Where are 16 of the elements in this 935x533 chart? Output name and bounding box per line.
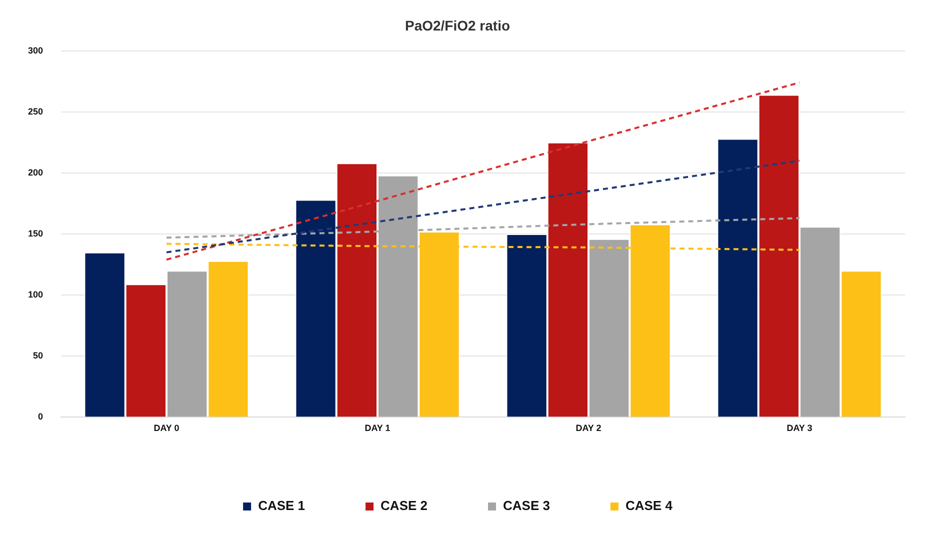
chart-title: PaO2/FiO2 ratio xyxy=(404,17,510,34)
x-tick-label: DAY 3 xyxy=(786,423,812,434)
x-tick-label: DAY 0 xyxy=(154,423,180,434)
legend-label: CASE 1 xyxy=(258,498,306,514)
y-tick-label: 250 xyxy=(28,106,44,116)
x-tick-label: DAY 1 xyxy=(364,423,390,434)
y-tick-label: 100 xyxy=(28,290,44,300)
legend-label: CASE 3 xyxy=(503,498,550,514)
y-tick-label: 300 xyxy=(28,45,44,56)
y-tick-label: 0 xyxy=(38,412,44,422)
legend-label: CASE 2 xyxy=(380,498,428,514)
y-tick-label: 50 xyxy=(33,350,44,361)
y-tick-label: 200 xyxy=(28,167,44,178)
x-tick-label: DAY 2 xyxy=(576,423,602,434)
legend-label: CASE 4 xyxy=(625,498,674,514)
y-tick-label: 150 xyxy=(28,228,44,238)
